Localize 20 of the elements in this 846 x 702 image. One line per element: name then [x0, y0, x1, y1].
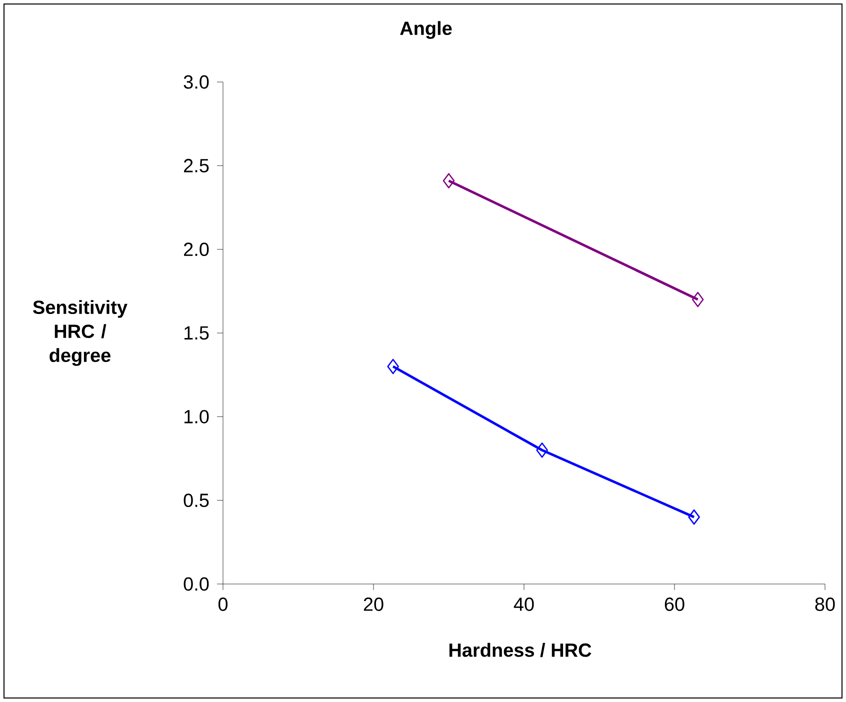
y-tick-label: 2.5	[184, 158, 209, 172]
point	[442, 173, 455, 188]
y-axis-title: Sensitivity HRC / degree	[33, 300, 128, 366]
point	[692, 292, 704, 308]
point	[387, 358, 399, 374]
x-tick-label: 80	[815, 598, 835, 611]
y-tick-label: 0.5	[184, 494, 209, 508]
point	[536, 442, 548, 458]
y-tick-label: 3.0	[184, 75, 209, 89]
x-tick-label: 40	[514, 598, 534, 611]
x-tick-label: 20	[364, 598, 384, 611]
point	[688, 509, 700, 525]
y-tick-label: 0.0	[184, 577, 209, 591]
y-tick-label: 1.0	[184, 410, 209, 424]
y-tick-label: 2.0	[184, 242, 209, 256]
x-tick-label: 0	[218, 598, 228, 611]
y-tick-label: 1.5	[184, 326, 209, 340]
chart-title: Angle	[400, 21, 452, 39]
x-tick-label: 60	[664, 598, 684, 611]
x-axis-title: Hardness / HRC	[449, 642, 592, 658]
